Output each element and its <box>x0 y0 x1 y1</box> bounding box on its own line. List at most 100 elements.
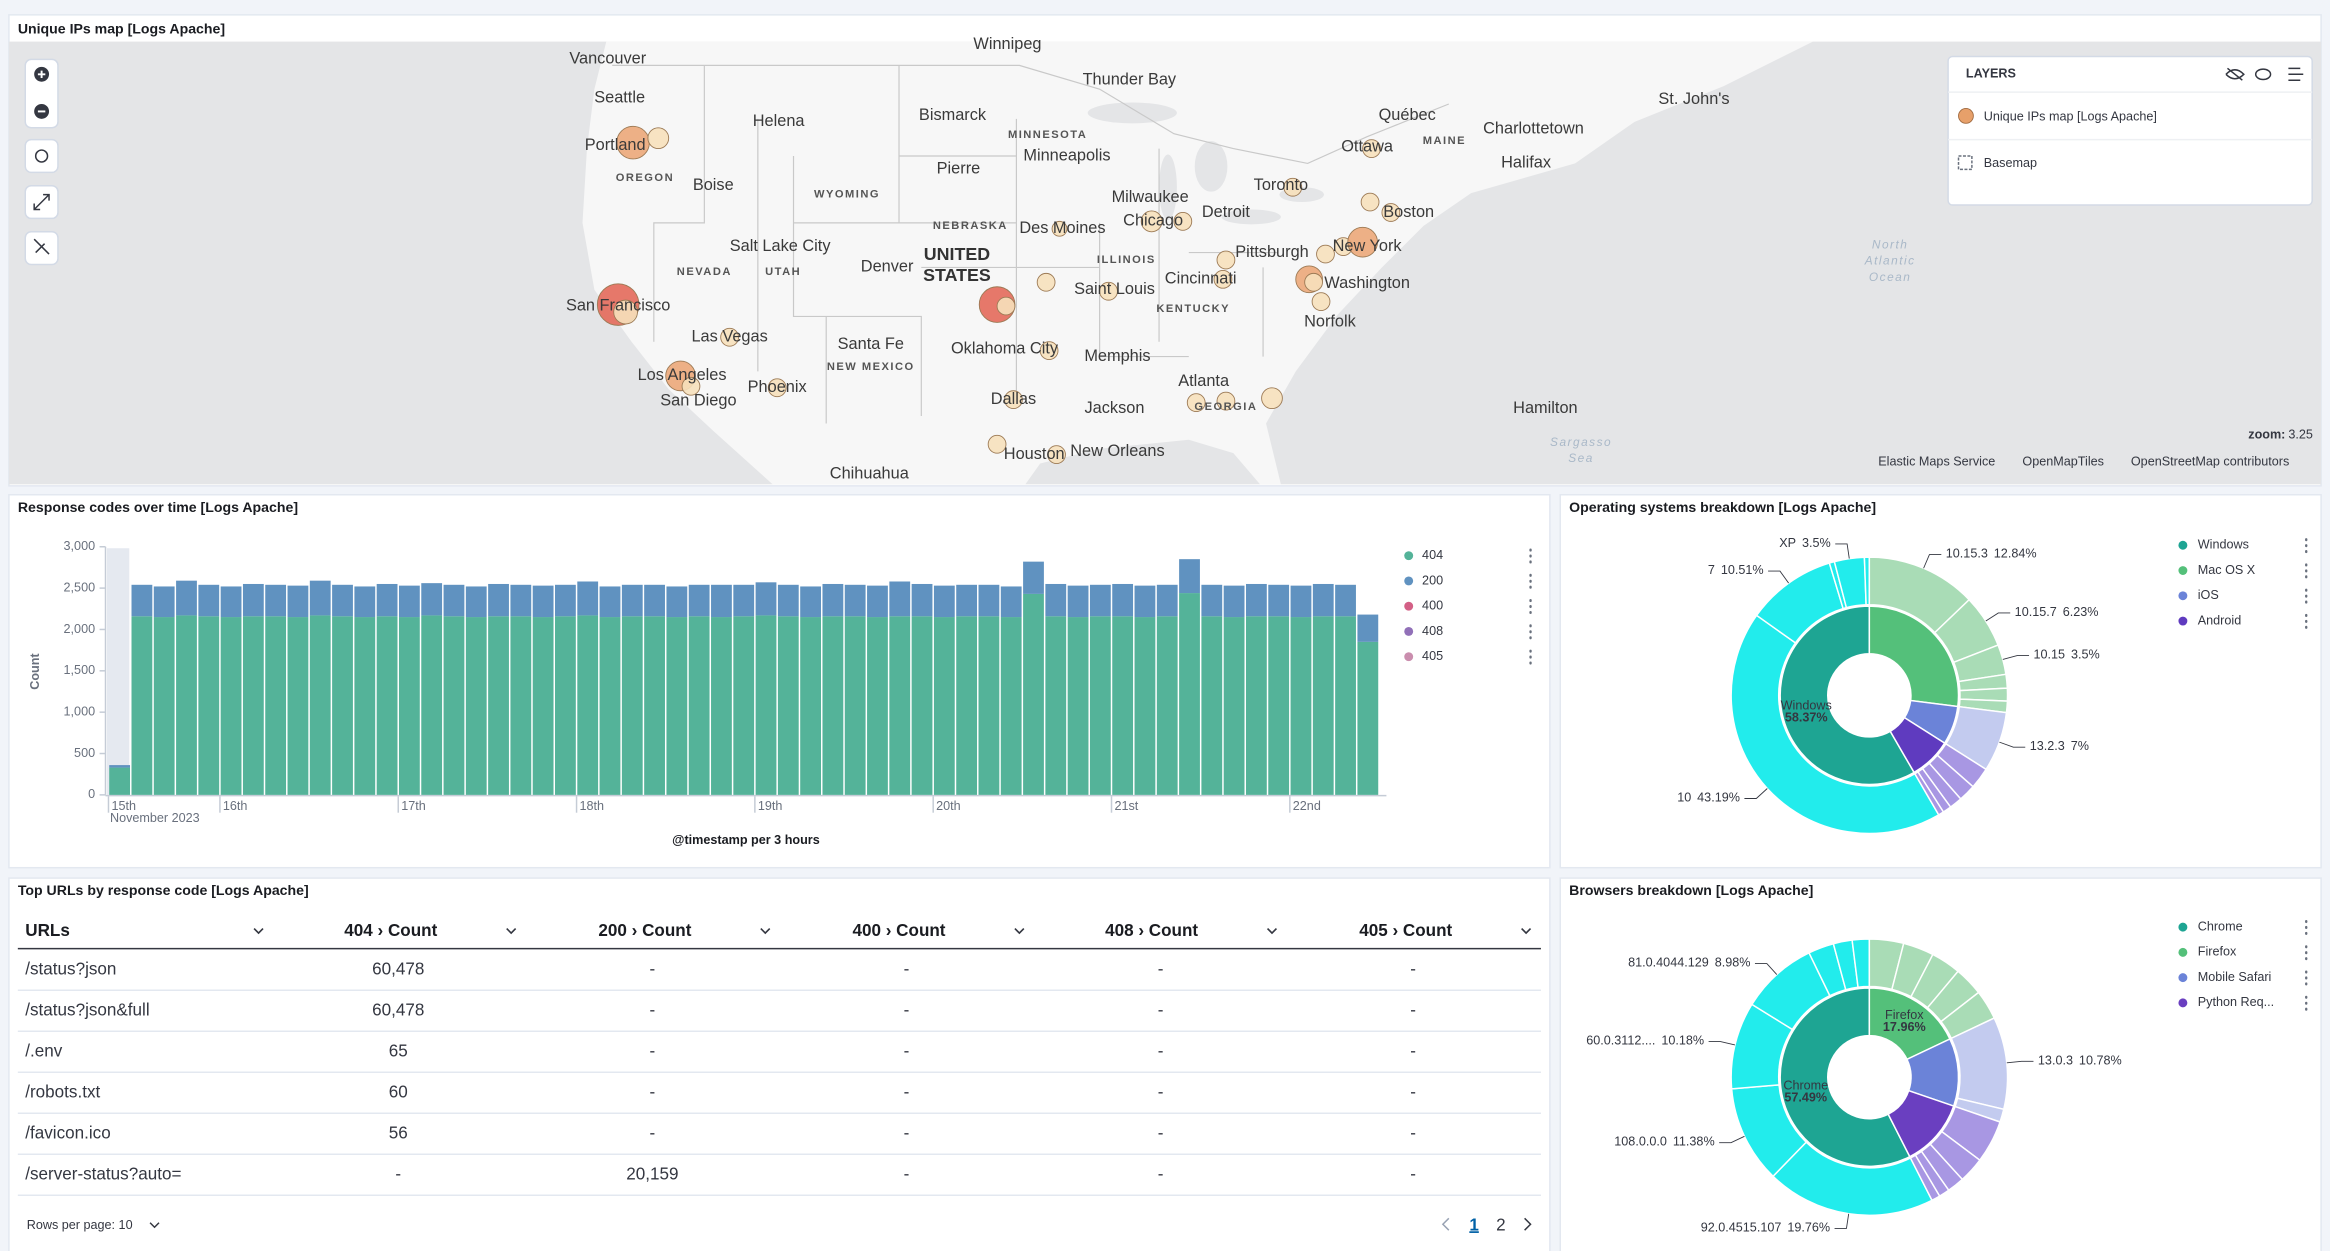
legend-label[interactable]: 200 <box>1422 573 1443 587</box>
legend-label[interactable]: Windows <box>2198 538 2249 552</box>
legend-label[interactable]: Mobile Safari <box>2198 970 2272 984</box>
table-cell: - <box>1158 1001 1164 1020</box>
column-header[interactable]: 404 › Count <box>344 921 437 940</box>
map-point[interactable] <box>1047 445 1066 464</box>
slice-name: 10 <box>1677 791 1691 805</box>
legend-label[interactable]: iOS <box>2198 588 2219 602</box>
hide-layers-icon[interactable] <box>2225 67 2245 81</box>
x-tick-label: 15th <box>111 799 136 813</box>
table-cell: 20,159 <box>626 1165 678 1184</box>
map-point[interactable] <box>1173 212 1193 231</box>
column-header[interactable]: 400 › Count <box>853 921 946 940</box>
sort-chevron[interactable] <box>1014 928 1025 935</box>
attribution[interactable]: Elastic Maps Service <box>1878 454 1995 468</box>
bar <box>555 616 576 795</box>
sort-chevron[interactable] <box>760 928 771 935</box>
attribution[interactable]: OpenMapTiles <box>2022 454 2104 468</box>
leader-line <box>1768 570 1790 584</box>
map-point[interactable] <box>1036 272 1056 292</box>
map[interactable]: Winnipeg Thunder Bay Vancouver Seattle Portl… <box>8 35 2322 485</box>
map-point[interactable] <box>720 327 739 347</box>
map-point[interactable] <box>1039 341 1059 360</box>
slice-value: 3.5% <box>1802 536 1831 550</box>
attribution[interactable]: OpenStreetMap contributors <box>2131 454 2289 468</box>
map-point[interactable] <box>1283 177 1303 197</box>
sort-chevron[interactable] <box>253 928 264 935</box>
table-cell: /.env <box>25 1042 62 1061</box>
legend-label[interactable]: Android <box>2198 613 2241 627</box>
tools-button[interactable] <box>24 231 59 266</box>
x-tick-label: 22nd <box>1293 799 1321 813</box>
map-point[interactable] <box>613 299 638 325</box>
sort-chevron[interactable] <box>506 928 517 935</box>
map-label: Des Moines <box>1019 219 1105 237</box>
legend-label[interactable]: Mac OS X <box>2198 563 2256 577</box>
map-label: Jackson <box>1085 399 1145 417</box>
prev-page[interactable] <box>1441 1217 1450 1231</box>
map-point[interactable] <box>1099 281 1118 301</box>
bar <box>1223 617 1245 795</box>
slice-value: 11.38% <box>1673 1135 1715 1149</box>
legend-label[interactable]: 405 <box>1422 649 1443 663</box>
show-layers-icon[interactable] <box>2254 68 2272 81</box>
map-point[interactable] <box>1216 391 1236 411</box>
layer-swatch <box>1958 108 1974 124</box>
bar <box>933 617 955 795</box>
collapse-icon[interactable] <box>2288 67 2304 81</box>
slice-name: 13.2.3 <box>2030 739 2065 753</box>
map-label: North <box>1872 237 1908 251</box>
column-header[interactable]: 405 › Count <box>1359 921 1452 940</box>
lake <box>1087 102 1177 124</box>
rows-chevron[interactable] <box>149 1222 160 1229</box>
tools-icon <box>33 238 50 255</box>
map-label: Sea <box>1568 451 1594 465</box>
leader-line <box>1985 612 2011 622</box>
map-label: Las Vegas <box>691 328 767 346</box>
legend-label[interactable]: 408 <box>1422 624 1443 638</box>
map-point[interactable] <box>681 376 701 396</box>
map-point[interactable] <box>1261 387 1283 410</box>
map-point[interactable] <box>1004 390 1023 410</box>
map-point[interactable] <box>1216 250 1236 270</box>
map-point[interactable] <box>1140 210 1163 233</box>
map-point[interactable] <box>1186 393 1206 412</box>
map-point[interactable] <box>1360 192 1380 212</box>
map-point[interactable] <box>1051 220 1068 237</box>
page-link[interactable]: 1 <box>1469 1215 1479 1234</box>
rows-per-page[interactable]: Rows per page: 10 <box>27 1218 133 1232</box>
layer-name[interactable]: Basemap <box>1984 156 2037 170</box>
map-point[interactable] <box>1316 244 1335 264</box>
map-point[interactable] <box>996 296 1016 316</box>
slice-value: 12.84% <box>1994 547 2037 561</box>
legend-label[interactable]: Firefox <box>2198 945 2237 959</box>
legend-label[interactable]: Python Req... <box>2198 995 2274 1009</box>
page-link[interactable]: 2 <box>1496 1215 1506 1234</box>
zoom-buttons[interactable] <box>24 58 59 129</box>
map-point[interactable] <box>1381 203 1401 222</box>
map-point[interactable] <box>767 378 787 398</box>
column-header[interactable]: 200 › Count <box>598 921 691 940</box>
locate-button[interactable] <box>24 138 59 174</box>
column-header[interactable]: URLs <box>25 921 70 940</box>
sort-chevron[interactable] <box>1521 928 1532 935</box>
layer-name[interactable]: Unique IPs map [Logs Apache] <box>1984 110 2157 124</box>
legend-label[interactable]: Chrome <box>2198 919 2243 933</box>
sort-chevron[interactable] <box>1266 928 1278 935</box>
basemap-icon <box>1957 155 1973 171</box>
legend-label[interactable]: 400 <box>1422 599 1443 613</box>
map-point[interactable] <box>1362 139 1381 158</box>
inner-slice <box>1868 605 1960 708</box>
map-label: Halifax <box>1501 154 1551 172</box>
next-page[interactable] <box>1524 1217 1532 1231</box>
map-point[interactable] <box>1304 272 1323 292</box>
legend-label[interactable]: 404 <box>1422 548 1443 562</box>
column-header[interactable]: 408 › Count <box>1105 921 1198 940</box>
map-label: Atlanta <box>1178 372 1230 390</box>
map-point[interactable] <box>647 127 670 150</box>
map-point[interactable] <box>1347 226 1378 258</box>
map-point[interactable] <box>1213 269 1233 289</box>
map-point[interactable] <box>1311 292 1331 311</box>
map-point[interactable] <box>987 434 1007 454</box>
bar <box>109 767 131 795</box>
bar <box>265 584 287 617</box>
